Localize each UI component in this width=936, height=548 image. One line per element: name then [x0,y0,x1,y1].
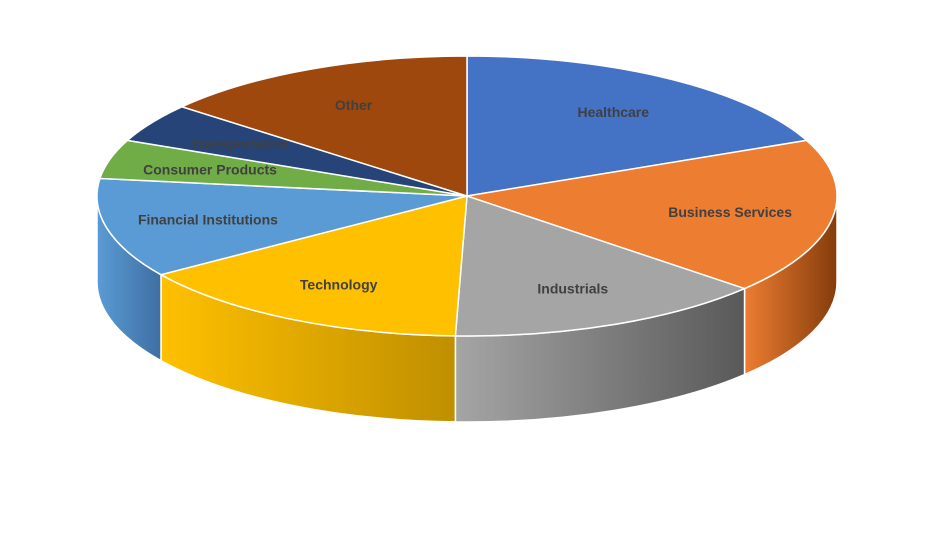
slice-label-financial-institutions: Financial Institutions [138,212,278,228]
slice-label-transportation: Transportation [191,135,289,151]
slice-label-healthcare: Healthcare [577,104,649,120]
pie-labels: Healthcare Business Services Industrials Te… [138,97,792,297]
pie-slice-industrials [454,194,747,337]
pie-slice-technology [158,195,468,337]
pie-slice-financial-institutions [96,177,468,276]
pie-slice-healthcare [466,55,809,197]
pie-slice-business-services [466,139,838,290]
slice-label-industrials: Industrials [537,281,608,297]
pie-sides [96,195,838,423]
slice-label-business-services: Business Services [668,204,792,220]
slice-label-other: Other [335,97,373,113]
pie-slice-other [179,55,468,198]
slice-label-technology: Technology [300,276,378,292]
pie-slices [96,55,838,337]
slice-label-consumer-products: Consumer Products [143,161,277,177]
